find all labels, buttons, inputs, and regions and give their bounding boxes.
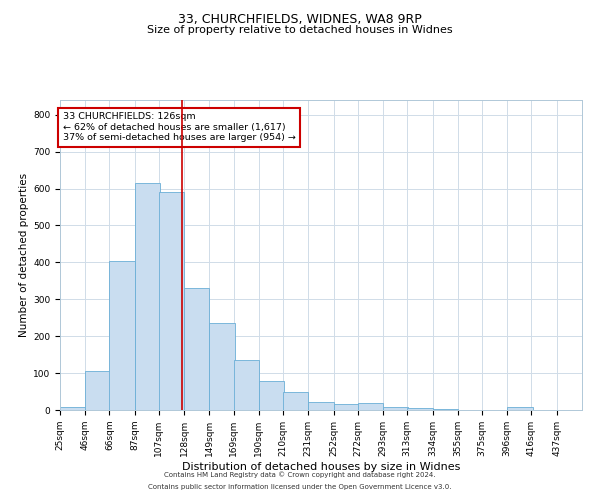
Y-axis label: Number of detached properties: Number of detached properties — [19, 173, 29, 337]
Text: Contains public sector information licensed under the Open Government Licence v3: Contains public sector information licen… — [148, 484, 452, 490]
Text: Contains HM Land Registry data © Crown copyright and database right 2024.: Contains HM Land Registry data © Crown c… — [164, 471, 436, 478]
Bar — [85, 370, 110, 410]
Text: 33, CHURCHFIELDS, WIDNES, WA8 9RP: 33, CHURCHFIELDS, WIDNES, WA8 9RP — [178, 12, 422, 26]
Bar — [283, 392, 308, 410]
Bar — [358, 404, 383, 410]
Bar — [159, 192, 184, 410]
Bar — [135, 183, 160, 410]
Text: Size of property relative to detached houses in Widnes: Size of property relative to detached ho… — [147, 25, 453, 35]
Bar — [184, 288, 209, 410]
Bar — [383, 407, 409, 410]
Bar — [308, 402, 334, 410]
Bar — [233, 360, 259, 410]
Bar — [109, 262, 135, 410]
Bar — [334, 404, 359, 410]
Text: 33 CHURCHFIELDS: 126sqm
← 62% of detached houses are smaller (1,617)
37% of semi: 33 CHURCHFIELDS: 126sqm ← 62% of detache… — [62, 112, 295, 142]
Bar — [507, 407, 533, 410]
Bar — [407, 408, 433, 410]
Bar — [259, 381, 284, 410]
X-axis label: Distribution of detached houses by size in Widnes: Distribution of detached houses by size … — [182, 462, 460, 471]
Bar — [209, 324, 235, 410]
Bar — [60, 407, 85, 410]
